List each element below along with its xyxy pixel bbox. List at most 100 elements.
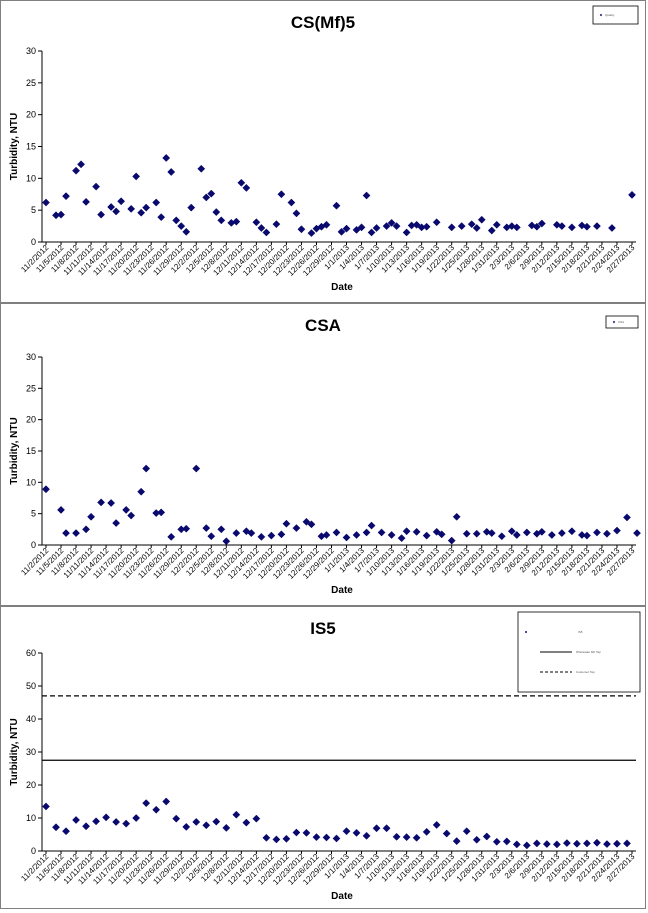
data-point <box>492 220 501 229</box>
data-point <box>92 817 101 826</box>
data-point <box>107 499 116 507</box>
data-point <box>257 224 266 232</box>
chart-title: CS(Mf)5 <box>291 13 355 32</box>
data-point <box>112 818 121 826</box>
data-point <box>382 824 391 833</box>
data-point <box>137 487 146 496</box>
data-point <box>202 821 211 830</box>
data-point <box>97 210 106 219</box>
data-point <box>322 833 331 842</box>
data-point <box>322 220 331 229</box>
data-point <box>142 799 151 808</box>
data-point <box>387 218 396 227</box>
y-tick-label: 30 <box>26 352 36 362</box>
data-point <box>412 220 421 229</box>
data-point <box>212 208 221 217</box>
y-tick-label: 5 <box>31 509 36 519</box>
data-point <box>127 204 136 213</box>
data-point <box>72 816 81 824</box>
data-point <box>282 519 291 528</box>
data-point <box>382 222 391 231</box>
data-point <box>92 182 101 191</box>
data-point <box>137 208 146 217</box>
data-point <box>372 224 381 232</box>
y-tick-label: 25 <box>26 78 36 88</box>
data-point <box>512 531 521 539</box>
data-point <box>57 210 65 219</box>
data-point <box>567 223 576 232</box>
data-point <box>572 839 581 848</box>
data-point <box>277 530 286 539</box>
data-point <box>272 220 281 229</box>
y-tick-label: 50 <box>26 681 36 691</box>
legend-marker <box>524 630 528 634</box>
data-point <box>182 524 191 533</box>
legend-label: Quality <box>605 13 615 17</box>
data-point <box>232 810 241 819</box>
data-point <box>402 833 411 842</box>
data-point <box>507 222 516 231</box>
data-point <box>312 833 321 842</box>
data-point <box>352 828 361 837</box>
data-point <box>422 827 431 836</box>
data-point <box>562 839 571 848</box>
legend-marker <box>612 320 616 324</box>
data-point <box>432 527 441 536</box>
data-point <box>287 198 296 207</box>
data-point <box>342 224 351 233</box>
data-point <box>222 537 231 546</box>
data-point <box>262 228 271 237</box>
data-point <box>592 222 601 231</box>
data-point <box>392 832 401 841</box>
data-point <box>537 527 546 536</box>
data-point <box>232 529 241 538</box>
data-point <box>402 527 411 536</box>
y-tick-label: 30 <box>26 46 36 56</box>
data-point <box>307 520 316 529</box>
data-point <box>372 824 381 833</box>
y-axis-label: Turbidity, NTU <box>9 417 20 484</box>
data-point <box>432 218 441 227</box>
data-point <box>613 526 621 535</box>
data-point <box>117 197 126 206</box>
data-point <box>122 505 131 514</box>
data-point <box>282 834 291 843</box>
data-point <box>492 837 501 846</box>
data-point <box>222 823 231 832</box>
data-point <box>512 223 521 232</box>
legend-label: Wholesale Mfr Tap <box>576 650 601 654</box>
data-point <box>247 529 256 538</box>
data-point <box>62 192 70 201</box>
data-point <box>402 228 411 237</box>
chart-title: CSA <box>305 316 341 335</box>
data-point <box>447 223 456 232</box>
data-point <box>207 532 216 541</box>
y-tick-label: 15 <box>26 142 36 152</box>
data-point <box>307 229 316 238</box>
y-tick-label: 40 <box>26 714 36 724</box>
chart-panel-is5: IS5 0 10 20 30 40 50 60 Turbidity, NTU 11/2/2012 1… <box>0 606 646 909</box>
legend-box <box>605 315 639 329</box>
x-axis-label: Date <box>331 585 353 596</box>
data-point <box>442 829 451 838</box>
data-point <box>367 228 376 237</box>
legend-label: Customer Tap <box>576 670 595 674</box>
data-point <box>537 219 546 228</box>
data-point <box>462 529 471 538</box>
data-point <box>623 839 631 848</box>
data-point <box>72 529 81 538</box>
data-point <box>628 190 636 199</box>
legend-box <box>592 5 639 25</box>
data-point <box>552 220 561 229</box>
data-point <box>242 818 251 827</box>
y-tick-label: 10 <box>26 477 36 487</box>
chart-title: IS5 <box>310 619 336 638</box>
data-point <box>582 531 591 540</box>
chart-panel-csmf5: CS(Mf)5 0 5 10 15 20 25 30 Turbidity, NTU 11/2/20… <box>0 0 646 303</box>
y-tick-label: 30 <box>26 747 36 757</box>
data-point <box>87 512 96 521</box>
data-point <box>547 531 556 539</box>
data-point <box>392 222 401 231</box>
data-point <box>72 166 81 175</box>
